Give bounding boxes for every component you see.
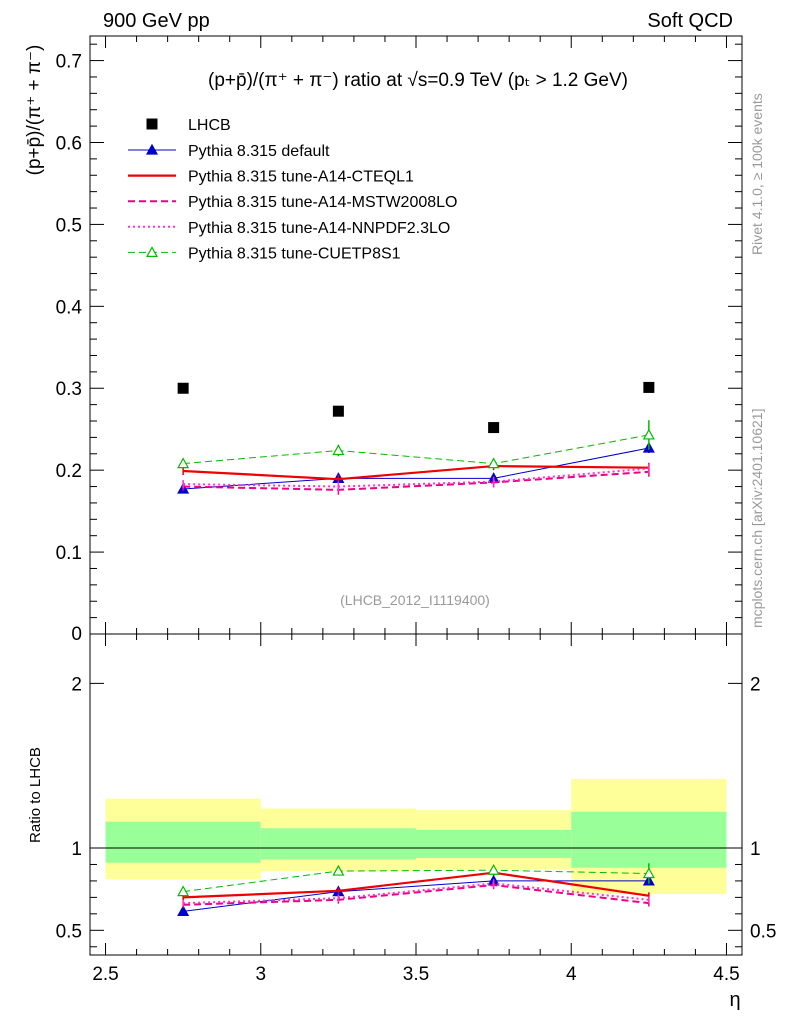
main-point-cuetp8s1 [487, 457, 500, 469]
legend-marker-cuetp8s1 [145, 246, 159, 257]
ratio-point-cuetp8s1 [487, 863, 500, 875]
x-tick-label: 3.5 [403, 964, 429, 985]
header-left: 900 GeV pp [103, 10, 210, 32]
rivet-label: Rivet 4.1.0, ≥ 100k events [749, 93, 765, 255]
x-tick-label: 2.5 [92, 964, 118, 985]
y-tick-label: 0.7 [56, 52, 82, 73]
main-plot-marks [177, 381, 655, 495]
main-point-cuetp8s1 [177, 457, 190, 469]
x-axis-label: η [729, 989, 740, 1011]
y-tick-label: 0.6 [56, 133, 82, 154]
legend-marker-default [145, 143, 159, 155]
data-point-lhcb [643, 381, 655, 393]
ratio-plot-area [89, 633, 743, 956]
y-tick-label: 0.5 [56, 215, 82, 236]
x-tick-label: 4 [566, 964, 577, 985]
main-line-default [183, 447, 649, 490]
legend-label-cteql1: Pythia 8.315 tune-A14-CTEQL1 [188, 169, 414, 186]
header-right: Soft QCD [647, 10, 733, 32]
ratio-line-cteql1 [183, 871, 650, 899]
ratio-band-inner [416, 829, 572, 858]
x-tick-label: 4.5 [713, 964, 739, 985]
ratio-point-default [177, 905, 190, 916]
y-axis-label: (p+p̄)/(π⁺ + π⁻) [24, 45, 45, 176]
data-point-lhcb [332, 405, 344, 417]
ratio-plot-marks [177, 863, 655, 916]
ratio-y-tick-label: 1 [71, 839, 82, 860]
legend-label-cuetp8s1: Pythia 8.315 tune-CUETP8S1 [188, 245, 401, 262]
ratio-line-mstw [183, 884, 649, 906]
y-tick-label: 0.1 [56, 543, 82, 564]
ratio-band-inner [571, 811, 727, 868]
y-tick-label: 0.4 [56, 297, 83, 318]
main-point-cuetp8s1 [642, 428, 655, 440]
ratio-y-tick-label-right: 1 [750, 839, 761, 860]
data-point-lhcb [488, 422, 500, 434]
ratio-y-tick-label-right: 2 [750, 674, 761, 695]
legend-label-mstw: Pythia 8.315 tune-A14-MSTW2008LO [188, 194, 457, 211]
ratio-band-inner [105, 821, 261, 863]
plot-title: (p+p̄)/(π⁺ + π⁻) ratio at √s=0.9 TeV (pₜ… [208, 70, 628, 91]
ratio-band-inner [260, 828, 416, 860]
legend-label-default: Pythia 8.315 default [188, 143, 330, 160]
ratio-point-cuetp8s1 [642, 867, 655, 879]
ratio-point-cuetp8s1 [177, 885, 190, 897]
legend: LHCB Pythia 8.315 default Pythia 8.315 tun… [128, 117, 457, 262]
ratio-y-tick-label-right: 0.5 [750, 921, 776, 942]
main-line-cteql1 [183, 464, 649, 481]
axes: 2.5 3 3.5 4 4.5 0.1 0.2 0.3 0.4 0.5 0.6 0.7 0 0.5 0.5 1… [56, 36, 776, 985]
x-tick-label: 3 [255, 964, 266, 985]
analysis-id: (LHCB_2012_I1119400) [340, 592, 490, 608]
ratio-y-axis-label: Ratio to LHCB [27, 747, 44, 843]
y-tick-label: 0.2 [56, 461, 82, 482]
legend-marker-lhcb [146, 118, 158, 130]
mcplots-label: mcplots.cern.ch [arXiv:2401.10621] [749, 409, 765, 628]
data-point-lhcb [177, 382, 189, 394]
main-line-mstw [183, 470, 649, 491]
legend-label-lhcb: LHCB [188, 117, 231, 134]
y-tick-label: 0.3 [56, 379, 82, 400]
main-line-cuetp8s1 [183, 434, 649, 465]
y-tick-label-zero: 0 [71, 624, 82, 645]
ratio-line-cuetp8s1 [183, 869, 649, 893]
main-point-cuetp8s1 [332, 444, 345, 456]
ratio-y-tick-label: 2 [71, 674, 82, 695]
ratio-y-tick-label: 0.5 [56, 921, 82, 942]
legend-label-nnpdf: Pythia 8.315 tune-A14-NNPDF2.3LO [188, 220, 450, 237]
ratio-point-cuetp8s1 [332, 864, 345, 876]
